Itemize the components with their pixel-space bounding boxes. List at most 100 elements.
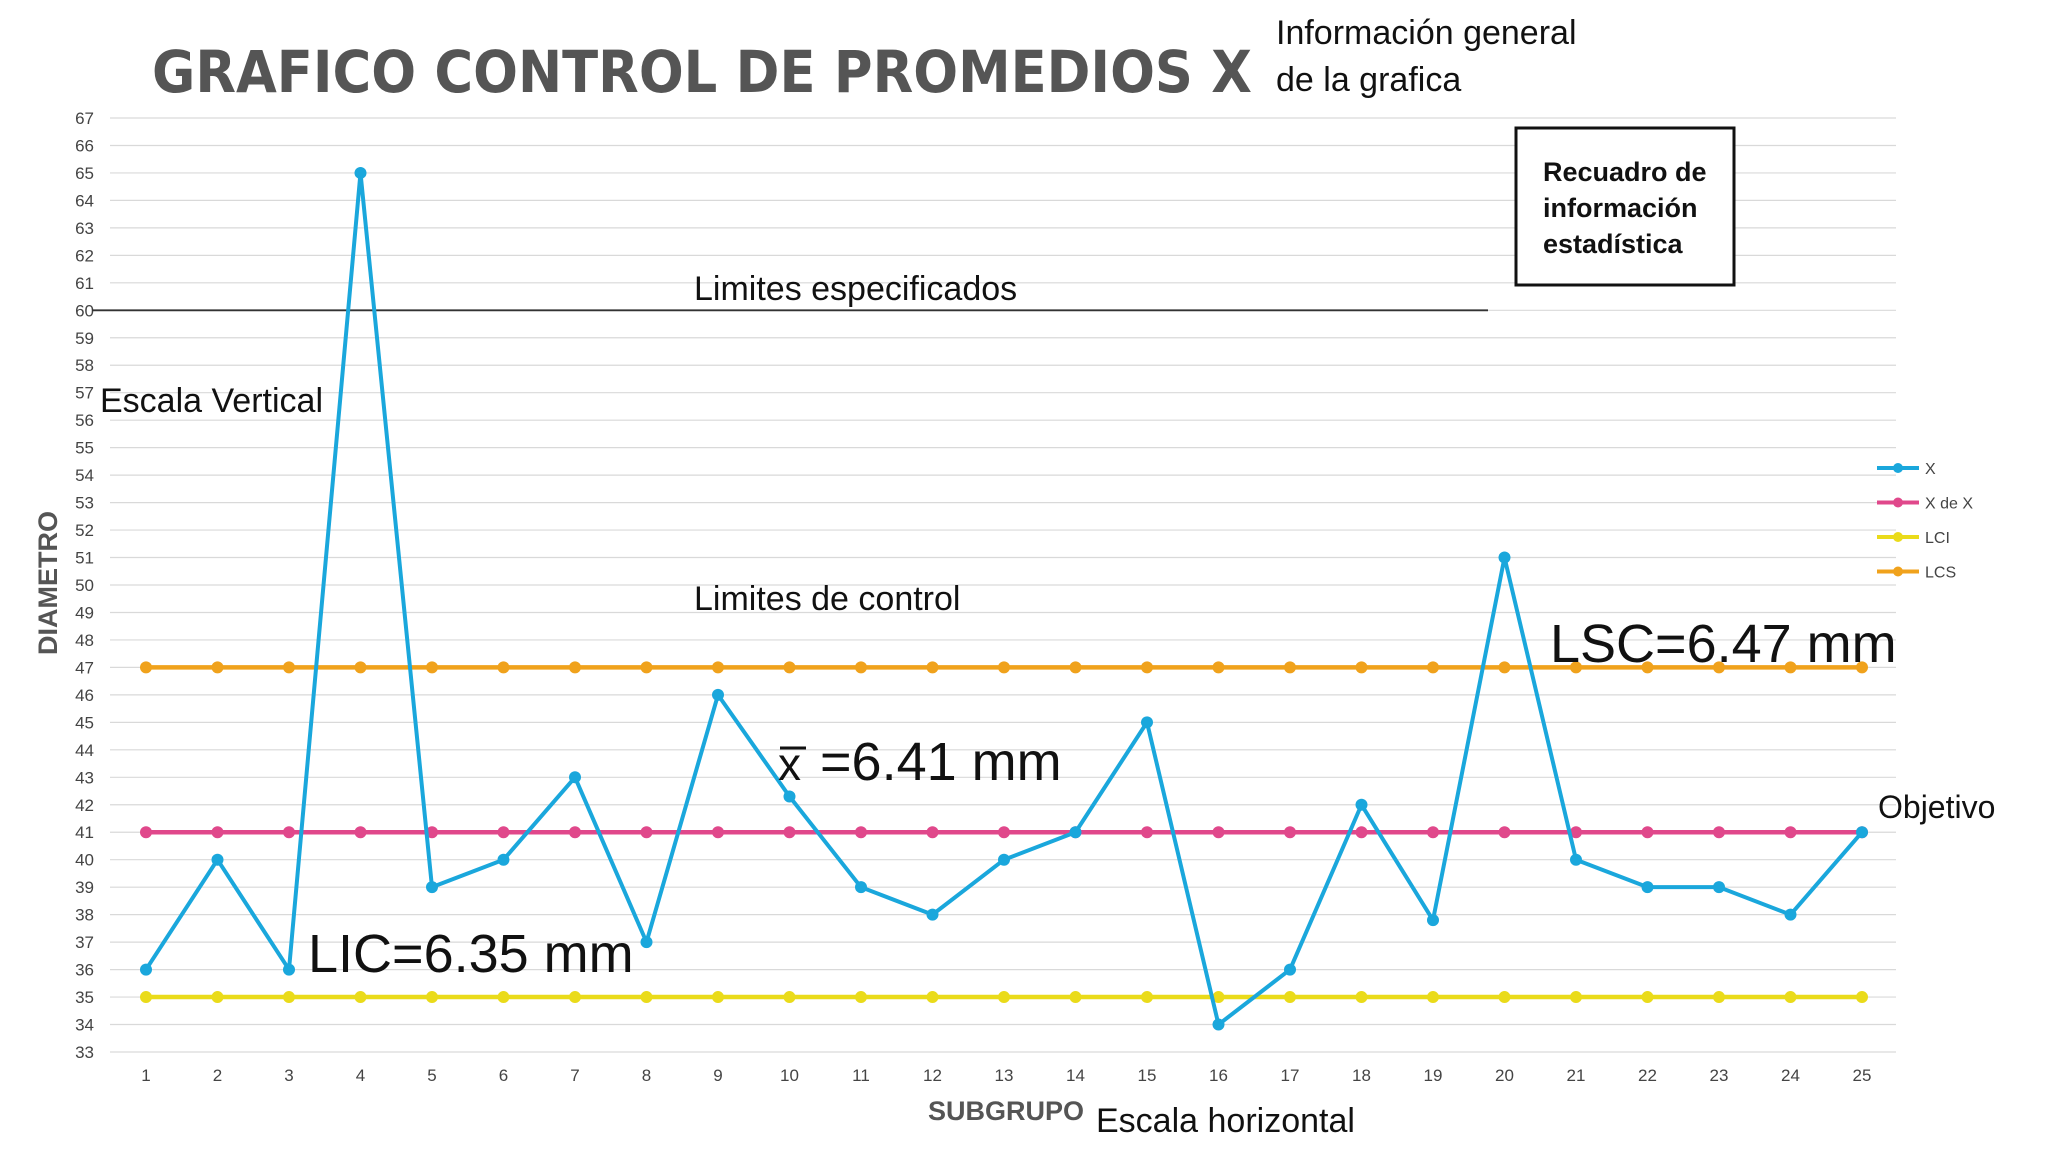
data-point (998, 991, 1010, 1004)
legend: X X de X LCI LCS (1877, 461, 1973, 582)
data-point (1284, 963, 1296, 976)
legend-item: X de X (1877, 496, 1973, 513)
y-tick-label: 50 (75, 576, 94, 595)
data-point (783, 826, 796, 839)
lic-label: LIC=6.35 mm (308, 924, 634, 984)
data-point (1784, 661, 1797, 674)
legend-label: X de X (1925, 496, 1973, 513)
data-point (283, 826, 295, 839)
y-tick-label: 51 (75, 549, 94, 568)
data-point (1784, 908, 1797, 921)
series-x-de-x (140, 826, 1868, 839)
y-tick-label: 63 (75, 219, 94, 238)
data-point (640, 991, 653, 1004)
y-tick-label: 48 (75, 631, 94, 650)
data-point (855, 881, 867, 894)
vertical-scale-label: Escala Vertical (100, 382, 323, 420)
legend-item: X (1877, 461, 1936, 478)
data-point (140, 963, 152, 976)
y-tick-label: 40 (75, 851, 94, 870)
y-tick-label: 35 (75, 988, 94, 1007)
data-point (1212, 991, 1225, 1004)
data-point (211, 661, 224, 674)
data-point (1355, 798, 1368, 811)
x-tick-label: 4 (356, 1066, 365, 1085)
data-point (1713, 826, 1725, 839)
stat-box-line2: información (1543, 193, 1698, 223)
x-tick-label: 1 (141, 1066, 150, 1085)
data-point (1641, 661, 1654, 674)
y-tick-label: 33 (75, 1043, 94, 1062)
data-point (1570, 826, 1582, 839)
legend-label: LCI (1925, 530, 1950, 547)
data-point (1498, 661, 1511, 674)
data-point (712, 661, 724, 674)
data-point (1284, 991, 1296, 1004)
data-point (1641, 991, 1654, 1004)
data-point (998, 661, 1010, 674)
data-point (354, 826, 367, 839)
data-point (1856, 826, 1868, 839)
data-point (998, 826, 1010, 839)
y-tick-label: 58 (75, 356, 94, 375)
x-tick-label: 3 (284, 1066, 293, 1085)
data-point (1069, 826, 1082, 839)
data-point (640, 826, 653, 839)
y-tick-label: 59 (75, 329, 94, 348)
x-tick-label: 8 (642, 1066, 651, 1085)
y-tick-label: 60 (75, 301, 94, 320)
y-tick-label: 56 (75, 411, 94, 430)
y-tick-label: 49 (75, 603, 94, 622)
data-point (354, 661, 367, 674)
spec-limits-label: Limites especificados (694, 270, 1017, 308)
data-point (783, 790, 796, 803)
data-point (926, 661, 939, 674)
x-tick-label: 10 (780, 1066, 799, 1085)
stat-box-line3: estadística (1543, 229, 1684, 259)
x-tick-label: 25 (1853, 1066, 1872, 1085)
data-point (1498, 551, 1511, 564)
data-point (1784, 991, 1797, 1004)
y-tick-label: 39 (75, 878, 94, 897)
data-point (926, 991, 939, 1004)
x-tick-label: 17 (1281, 1066, 1300, 1085)
data-point (1427, 991, 1439, 1004)
series-layer (140, 166, 1868, 1031)
data-point (998, 853, 1010, 866)
data-point (1570, 853, 1582, 866)
data-point (640, 936, 653, 949)
data-point (926, 908, 939, 921)
info-general-line1: Información general (1276, 14, 1577, 52)
control-limits-label: Limites de control (694, 580, 960, 618)
data-point (783, 991, 796, 1004)
legend-label: X (1925, 461, 1936, 478)
x-tick-label: 2 (213, 1066, 222, 1085)
data-point (211, 853, 224, 866)
data-point (1427, 661, 1439, 674)
data-point (140, 991, 152, 1004)
chart-title: GRAFICO CONTROL DE PROMEDIOS X (152, 38, 1252, 106)
series-x (140, 166, 1868, 1031)
data-point (1069, 991, 1082, 1004)
y-tick-label: 61 (75, 274, 94, 293)
data-point (497, 991, 510, 1004)
data-point (283, 963, 295, 976)
x-axis-label: SUBGRUPO (928, 1096, 1084, 1126)
y-tick-label: 57 (75, 384, 94, 403)
data-point (1713, 661, 1725, 674)
data-point (1498, 826, 1511, 839)
data-point (1355, 991, 1368, 1004)
legend-item: LCI (1877, 530, 1950, 547)
y-tick-label: 38 (75, 906, 94, 925)
data-point (211, 826, 224, 839)
x-tick-label: 19 (1424, 1066, 1443, 1085)
data-point (855, 826, 867, 839)
data-point (497, 826, 510, 839)
x-tick-label: 14 (1066, 1066, 1085, 1085)
y-tick-label: 62 (75, 246, 94, 265)
legend-label: LCS (1925, 565, 1956, 582)
data-point (1427, 826, 1439, 839)
data-point (1856, 661, 1868, 674)
y-tick-label: 46 (75, 686, 94, 705)
